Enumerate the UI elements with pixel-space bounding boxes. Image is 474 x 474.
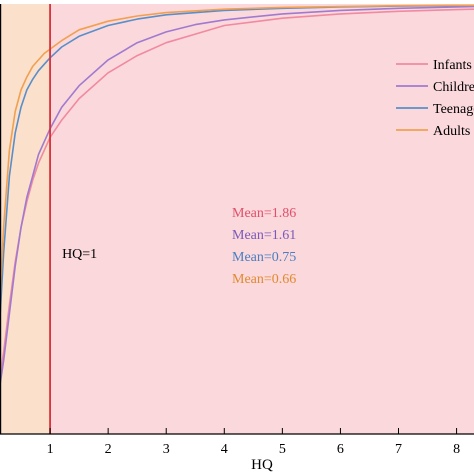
x-tick-label-8: 8 — [453, 442, 460, 457]
legend-label-children: Children — [433, 80, 474, 95]
x-tick-label-2: 2 — [105, 442, 112, 457]
shaded-regions — [0, 4, 474, 434]
series-line-children — [0, 5, 474, 391]
x-tick-label-6: 6 — [337, 442, 344, 457]
mean-annotation-1: Mean=1.61 — [232, 228, 296, 243]
reference-line-group: HQ=1 — [49, 4, 97, 434]
x-ticks: 1 2 3 4 5 6 7 8 — [47, 428, 460, 457]
x-tick-label-4: 4 — [221, 442, 228, 457]
x-tick-label-7: 7 — [395, 442, 402, 457]
mean-annotations: Mean=1.86 Mean=1.61 Mean=0.75 Mean=0.66 — [232, 206, 296, 287]
shaded-region-0 — [0, 4, 51, 434]
legend-label-teenagers: Teenagers — [433, 102, 474, 117]
mean-annotation-0: Mean=1.86 — [232, 206, 296, 221]
legend-label-infants: Infants — [433, 58, 472, 73]
legend: Infants Children Teenagers Adults — [396, 58, 474, 139]
x-tick-label-3: 3 — [163, 442, 170, 457]
mean-annotation-3: Mean=0.66 — [232, 272, 296, 287]
shaded-region-1 — [50, 4, 474, 434]
axes — [0, 4, 474, 435]
x-tick-label-5: 5 — [279, 442, 286, 457]
x-axis-title: HQ — [251, 457, 273, 473]
x-tick-label-1: 1 — [47, 442, 54, 457]
mean-annotation-2: Mean=0.75 — [232, 250, 296, 265]
legend-label-adults: Adults — [433, 124, 470, 139]
reference-line-label: HQ=1 — [62, 247, 97, 262]
